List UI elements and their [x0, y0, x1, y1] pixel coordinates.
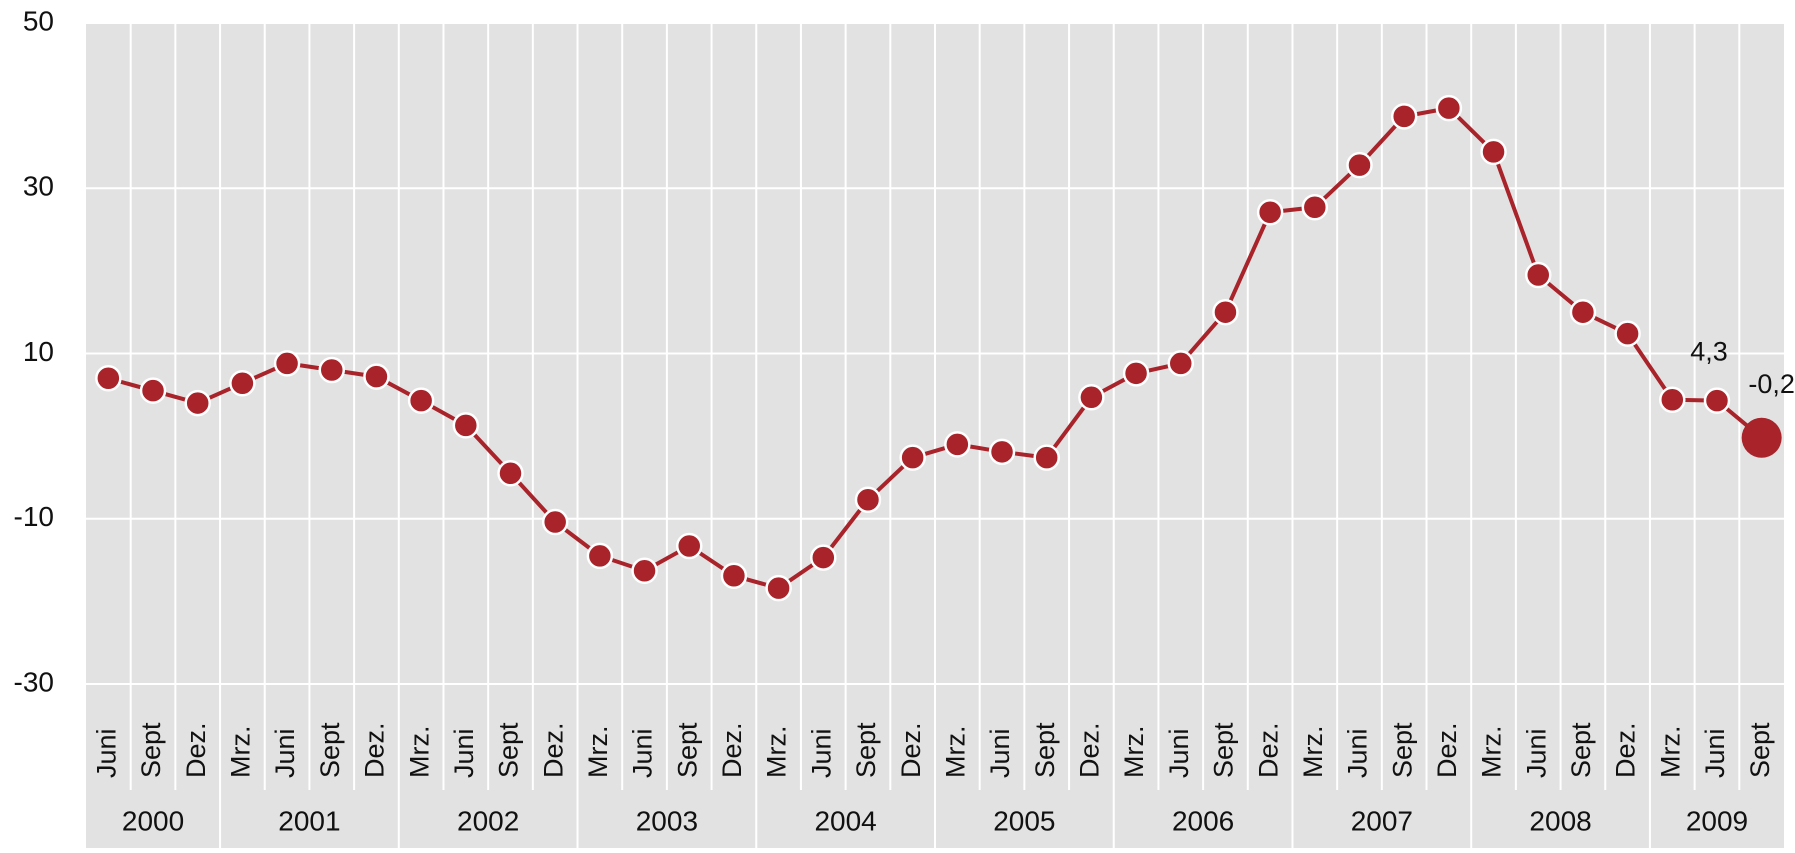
- x-tick-label: Sept: [1387, 722, 1417, 778]
- x-tick-label: Dez.: [1611, 722, 1641, 778]
- data-point: [1079, 385, 1103, 409]
- x-tick-label: Sept: [1030, 722, 1060, 778]
- data-point: [1392, 104, 1416, 128]
- y-tick-label: -30: [14, 666, 54, 697]
- x-tick-label: Mrz.: [940, 726, 970, 778]
- x-tick-label: Mrz.: [226, 726, 256, 778]
- x-tick-label: Juni: [1700, 728, 1730, 778]
- x-tick-label: Juni: [270, 728, 300, 778]
- data-point: [1303, 195, 1327, 219]
- x-tick-label: Mrz.: [1477, 726, 1507, 778]
- x-tick-label: Sept: [136, 722, 166, 778]
- x-tick-label: Dez.: [538, 722, 568, 778]
- x-tick-label: Juni: [1343, 728, 1373, 778]
- y-tick-label: -10: [14, 501, 54, 532]
- year-label: 2004: [814, 805, 876, 836]
- year-label: 2007: [1351, 805, 1413, 836]
- x-tick-label: Mrz.: [762, 726, 792, 778]
- year-label: 2001: [278, 805, 340, 836]
- data-point: [677, 534, 701, 558]
- x-tick-label: Mrz.: [1119, 726, 1149, 778]
- data-point: [1035, 446, 1059, 470]
- x-tick-label: Juni: [985, 728, 1015, 778]
- data-point: [1437, 96, 1461, 120]
- data-point: [1660, 388, 1684, 412]
- data-point: [722, 564, 746, 588]
- x-tick-label: Juni: [806, 728, 836, 778]
- data-point: [1213, 300, 1237, 324]
- data-point: [1258, 200, 1282, 224]
- data-point: [945, 432, 969, 456]
- data-point: [1169, 351, 1193, 375]
- data-point: [990, 440, 1014, 464]
- data-point: [1526, 263, 1550, 287]
- year-label: 2003: [636, 805, 698, 836]
- y-tick-label: 50: [23, 5, 54, 36]
- x-tick-label: Juni: [91, 728, 121, 778]
- x-tick-label: Juni: [1164, 728, 1194, 778]
- x-tick-label: Sept: [494, 722, 524, 778]
- data-point: [767, 576, 791, 600]
- x-tick-label: Sept: [1209, 722, 1239, 778]
- x-tick-label: Mrz.: [1655, 726, 1685, 778]
- year-label: 2009: [1686, 805, 1748, 836]
- data-point: [499, 461, 523, 485]
- data-point: [633, 559, 657, 583]
- data-point: [409, 389, 433, 413]
- data-point: [275, 351, 299, 375]
- x-tick-label: Dez.: [1253, 722, 1283, 778]
- data-point: [1571, 300, 1595, 324]
- x-tick-label: Sept: [672, 722, 702, 778]
- x-tick-label: Mrz.: [583, 726, 613, 778]
- data-label: -0,2: [1748, 369, 1795, 399]
- x-tick-label: Mrz.: [1298, 726, 1328, 778]
- data-point: [96, 366, 120, 390]
- data-point: [1742, 418, 1782, 458]
- data-point: [543, 510, 567, 534]
- year-label: 2000: [122, 805, 184, 836]
- data-point: [364, 365, 388, 389]
- x-tick-label: Sept: [315, 722, 345, 778]
- data-point: [811, 546, 835, 570]
- x-tick-label: Juni: [1521, 728, 1551, 778]
- data-point: [186, 391, 210, 415]
- data-point: [1616, 322, 1640, 346]
- data-point: [588, 544, 612, 568]
- data-point: [901, 446, 925, 470]
- data-point: [1482, 140, 1506, 164]
- x-tick-label: Juni: [628, 728, 658, 778]
- x-tick-label: Dez.: [1432, 722, 1462, 778]
- data-point: [856, 488, 880, 512]
- year-label: 2006: [1172, 805, 1234, 836]
- x-tick-label: Dez.: [717, 722, 747, 778]
- page: -30 -10 10 30 50 Juni Sept Dez. 2000 Mrz. Juni Sept…: [0, 0, 1795, 853]
- data-point: [454, 413, 478, 437]
- x-tick-label: Sept: [851, 722, 881, 778]
- data-label: 4,3: [1690, 337, 1728, 367]
- x-tick-label: Sept: [1745, 722, 1775, 778]
- x-tick-label: Dez.: [360, 722, 390, 778]
- x-tick-label: Juni: [449, 728, 479, 778]
- year-label: 2002: [457, 805, 519, 836]
- x-tick-label: Dez.: [1075, 722, 1105, 778]
- x-tick-label: Dez.: [896, 722, 926, 778]
- data-point: [1124, 361, 1148, 385]
- data-point: [1705, 389, 1729, 413]
- year-label: 2005: [993, 805, 1055, 836]
- x-tick-label: Mrz.: [404, 726, 434, 778]
- data-point: [320, 358, 344, 382]
- chart: -30 -10 10 30 50 Juni Sept Dez. 2000 Mrz. Juni Sept…: [0, 0, 1795, 848]
- y-tick-label: 10: [23, 336, 54, 367]
- data-point: [230, 371, 254, 395]
- x-tick-label: Dez.: [181, 722, 211, 778]
- data-point: [1348, 153, 1372, 177]
- year-label: 2008: [1529, 805, 1591, 836]
- y-tick-label: 30: [23, 171, 54, 202]
- data-point: [141, 379, 165, 403]
- x-tick-label: Sept: [1566, 722, 1596, 778]
